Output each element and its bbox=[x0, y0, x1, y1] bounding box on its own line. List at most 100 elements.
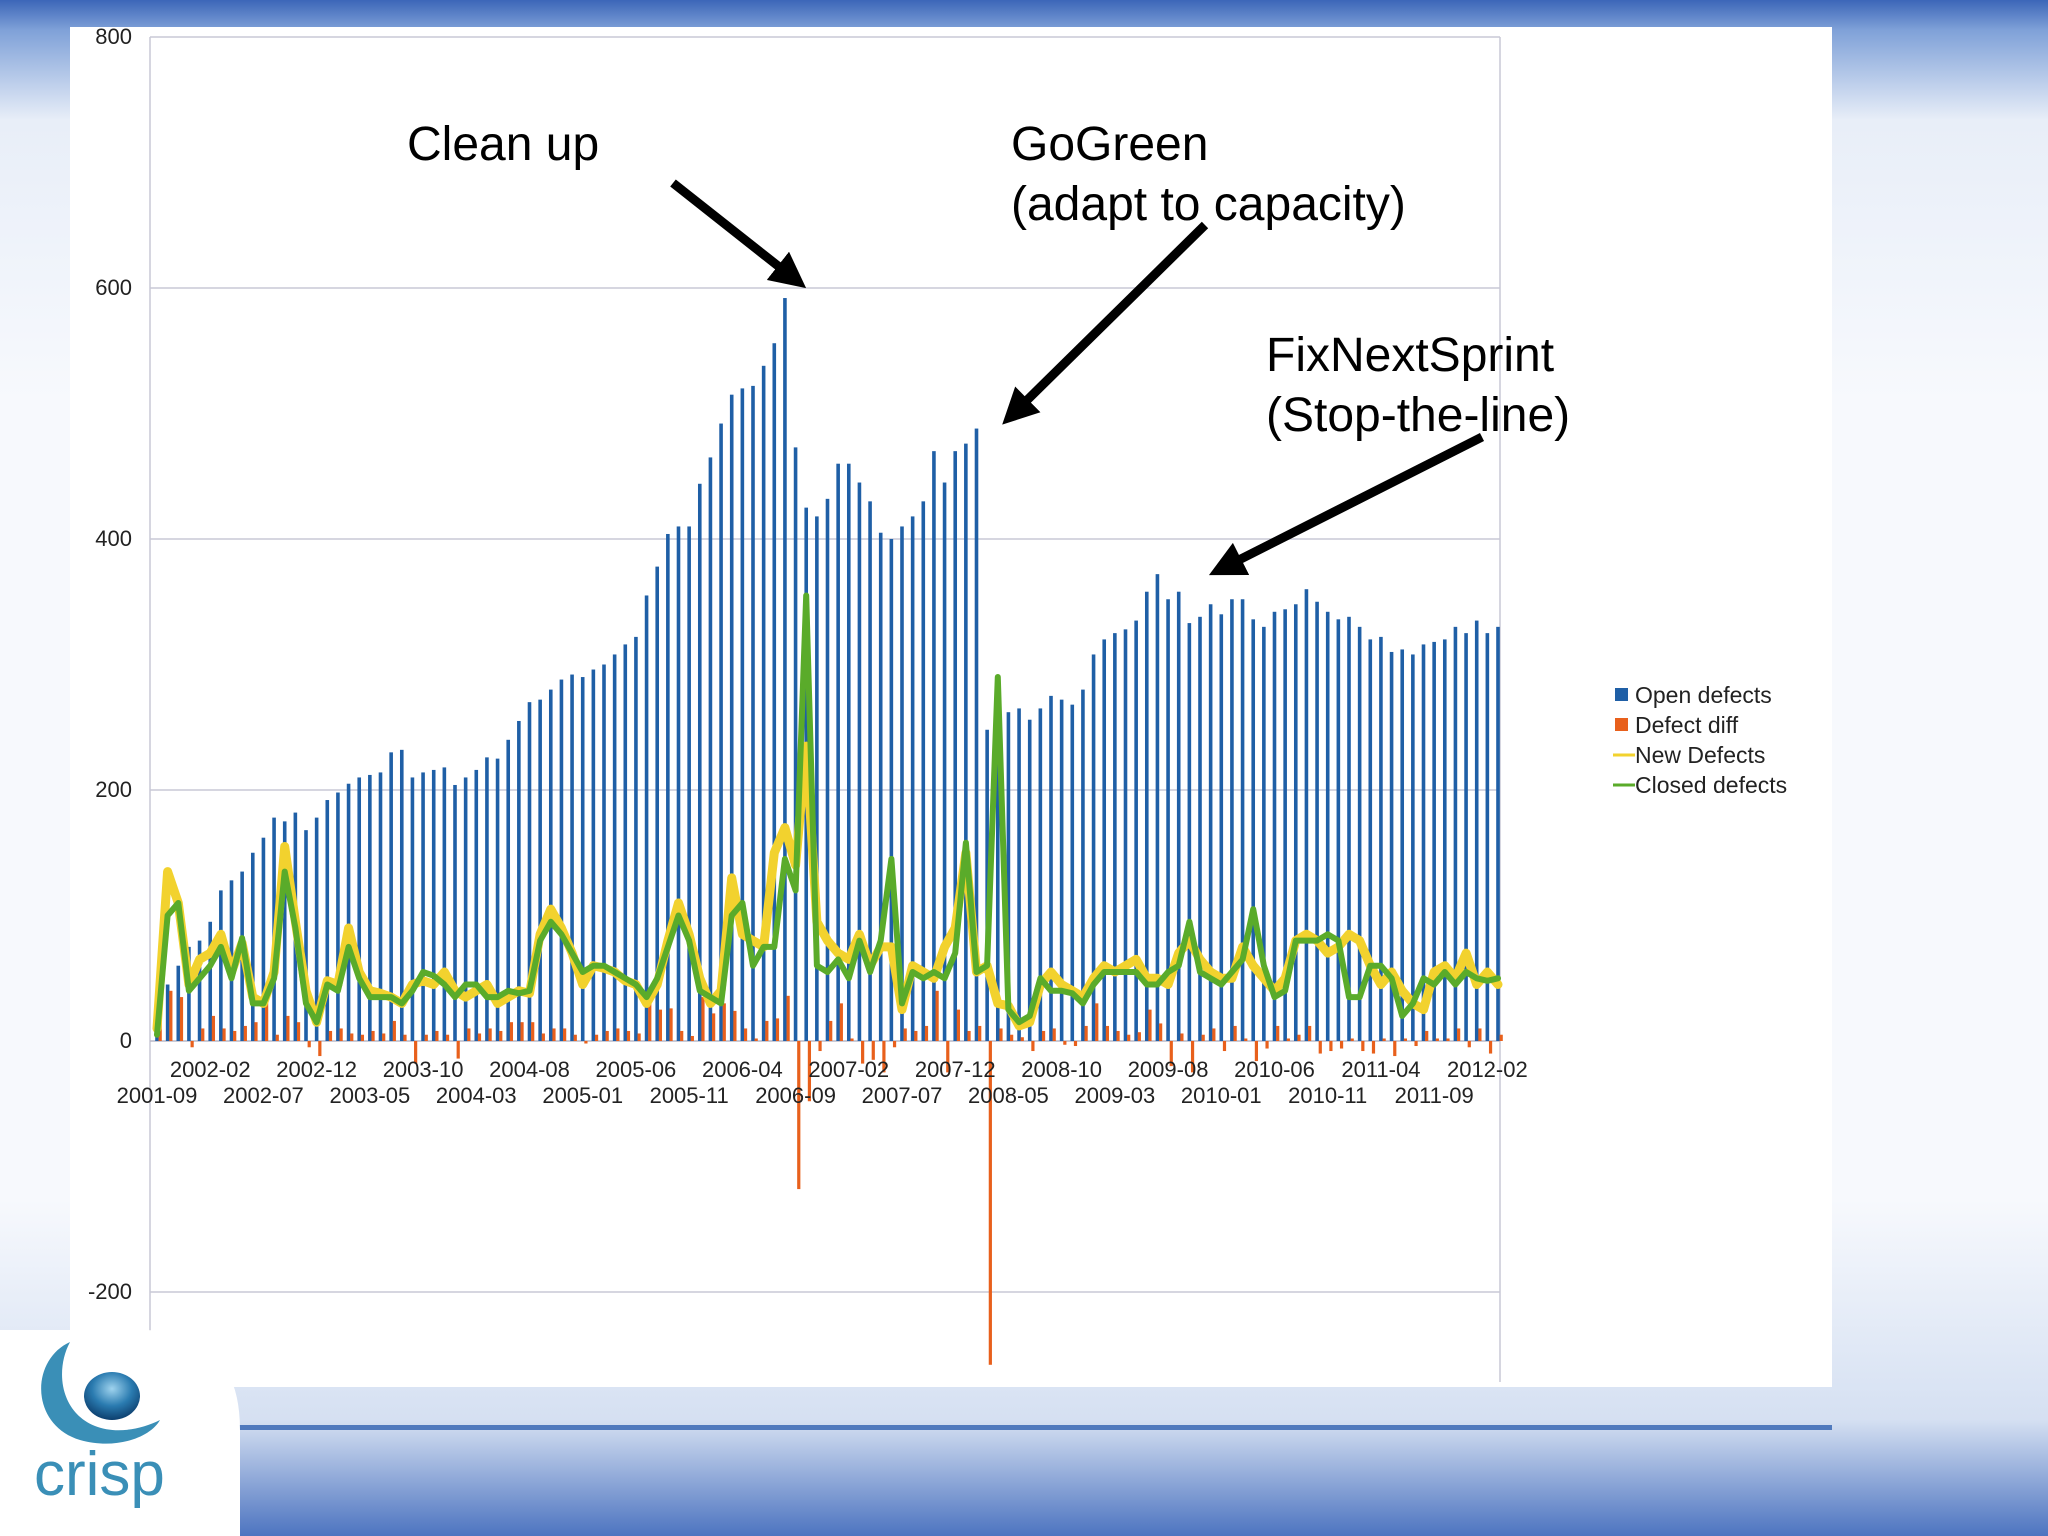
x-tick-label-lower: 2010-01 bbox=[1181, 1083, 1262, 1108]
defect-diff-bar bbox=[456, 1041, 460, 1059]
open-defects-bar bbox=[1219, 614, 1224, 1041]
defect-diff-bar bbox=[829, 1020, 833, 1041]
defect-diff-bar bbox=[882, 1041, 886, 1073]
defect-diff-bar bbox=[1073, 1041, 1078, 1047]
x-tick-label-upper: 2007-02 bbox=[808, 1057, 889, 1082]
open-defects-bar bbox=[187, 946, 191, 1041]
defect-diff-bar bbox=[1169, 1041, 1173, 1067]
defect-diff-bar bbox=[563, 1028, 567, 1041]
open-defects-bar bbox=[1038, 708, 1043, 1041]
open-defects-bar bbox=[612, 654, 617, 1041]
open-defects-bar bbox=[846, 463, 851, 1041]
open-defects-bar bbox=[1411, 654, 1415, 1041]
defect-diff-bar bbox=[978, 1025, 982, 1041]
open-defects-bar bbox=[644, 595, 649, 1041]
open-defects-bar bbox=[1432, 641, 1436, 1041]
legend-swatch-icon bbox=[1615, 718, 1628, 731]
open-defects-bar bbox=[431, 769, 436, 1041]
open-defects-bar bbox=[666, 533, 670, 1041]
defect-diff-bar bbox=[435, 1030, 439, 1041]
defect-diff-bar bbox=[680, 1030, 684, 1041]
open-defects-bar bbox=[1453, 626, 1458, 1041]
open-defects-bar bbox=[857, 482, 862, 1041]
open-defects-bar bbox=[570, 674, 574, 1041]
grid-layer bbox=[149, 36, 1501, 1382]
defect-diff-bar bbox=[1201, 1034, 1205, 1041]
defect-diff-bar bbox=[669, 1008, 673, 1041]
defect-diff-bar bbox=[818, 1041, 822, 1052]
slide-panel: 800 600 400 200 0 -200 2002-02 2002-12 2003-10 2… bbox=[70, 27, 1832, 1387]
x-tick-label-upper: 2003-10 bbox=[383, 1057, 464, 1082]
defect-diff-bar bbox=[1308, 1025, 1312, 1041]
defect-diff-bar bbox=[328, 1030, 333, 1041]
defect-diff-bar bbox=[1329, 1041, 1333, 1052]
open-defects-bar bbox=[900, 526, 904, 1041]
annotation-text: Clean up bbox=[407, 118, 599, 171]
defect-diff-bar bbox=[594, 1034, 599, 1041]
y-tick-label: 600 bbox=[95, 275, 132, 300]
defect-diff-bar bbox=[1286, 1038, 1290, 1041]
defect-diff-bar bbox=[477, 1033, 482, 1041]
open-defects-bar bbox=[729, 394, 734, 1041]
y-tick-label: 0 bbox=[120, 1028, 132, 1053]
open-defects-bar bbox=[1336, 619, 1341, 1041]
defect-diff-bar bbox=[605, 1030, 609, 1041]
defect-diff-bar bbox=[382, 1033, 386, 1041]
open-defects-bar bbox=[697, 483, 702, 1041]
open-defects-bar bbox=[687, 526, 691, 1041]
open-defects-bar bbox=[1347, 616, 1351, 1041]
open-defects-bar bbox=[761, 365, 766, 1041]
logo-orb-icon bbox=[84, 1372, 140, 1420]
defect-diff-bar bbox=[658, 1009, 663, 1041]
x-tick-label-lower: 2005-01 bbox=[542, 1083, 623, 1108]
open-defects-bar bbox=[910, 516, 915, 1041]
defect-diff-bar bbox=[1499, 1034, 1503, 1041]
defect-diff-bar bbox=[233, 1030, 237, 1041]
defect-diff-bar bbox=[520, 1022, 524, 1041]
defect-diff-bar bbox=[1095, 1003, 1099, 1041]
annotation-arrow-icon bbox=[670, 179, 807, 289]
open-defects-bar bbox=[474, 769, 479, 1041]
defect-diff-bar bbox=[286, 1015, 290, 1041]
open-defects-bar bbox=[1368, 639, 1373, 1041]
defect-diff-bar bbox=[1244, 1038, 1248, 1041]
bar-layer bbox=[155, 298, 1503, 1365]
open-defects-bar bbox=[506, 739, 511, 1041]
open-defects-bar bbox=[399, 749, 404, 1041]
defect-diff-bar bbox=[1020, 1037, 1024, 1041]
defect-diff-bar bbox=[392, 1020, 396, 1041]
defect-diff-bar bbox=[914, 1030, 918, 1041]
defect-diff-bar bbox=[967, 1030, 971, 1041]
open-defects-bar bbox=[1379, 636, 1383, 1041]
open-defects-bar bbox=[1442, 639, 1447, 1041]
defect-diff-bar bbox=[179, 997, 184, 1041]
x-tick-label-upper: 2012-02 bbox=[1447, 1057, 1528, 1082]
x-tick-label-upper: 2004-08 bbox=[489, 1057, 570, 1082]
defect-diff-bar bbox=[626, 1030, 631, 1041]
open-defects-bar bbox=[889, 539, 894, 1041]
open-defects-bar bbox=[389, 752, 393, 1041]
defect-diff-bar bbox=[1467, 1041, 1471, 1048]
open-defects-bar bbox=[261, 837, 266, 1041]
x-tick-label-upper: 2008-10 bbox=[1021, 1057, 1102, 1082]
defect-diff-bar bbox=[1393, 1041, 1397, 1057]
open-defects-bar bbox=[1176, 591, 1181, 1041]
annotation-text: (adapt to capacity) bbox=[1011, 178, 1406, 231]
defect-diff-bar bbox=[1127, 1034, 1131, 1041]
open-defects-bar bbox=[634, 636, 638, 1041]
open-defects-bar bbox=[517, 720, 521, 1041]
open-defects-bar bbox=[1113, 633, 1117, 1041]
open-defects-bar bbox=[708, 457, 713, 1041]
open-defects-bar bbox=[176, 965, 181, 1041]
defect-diff-bar bbox=[1041, 1030, 1046, 1041]
x-axis: 2002-02 2002-12 2003-10 2004-08 2005-06 2006-… bbox=[117, 1057, 1528, 1108]
defect-diff-bar bbox=[1052, 1028, 1056, 1041]
defect-diff-bar bbox=[839, 1003, 843, 1041]
x-tick-label-lower: 2001-09 bbox=[117, 1083, 198, 1108]
defect-diff-bar bbox=[1318, 1041, 1322, 1054]
defect-diff-bar bbox=[254, 1022, 258, 1041]
open-defects-bar bbox=[1166, 599, 1170, 1041]
defect-diff-bar bbox=[797, 1041, 801, 1190]
x-tick-label-lower: 2002-07 bbox=[223, 1083, 304, 1108]
open-defects-bar bbox=[623, 644, 628, 1041]
